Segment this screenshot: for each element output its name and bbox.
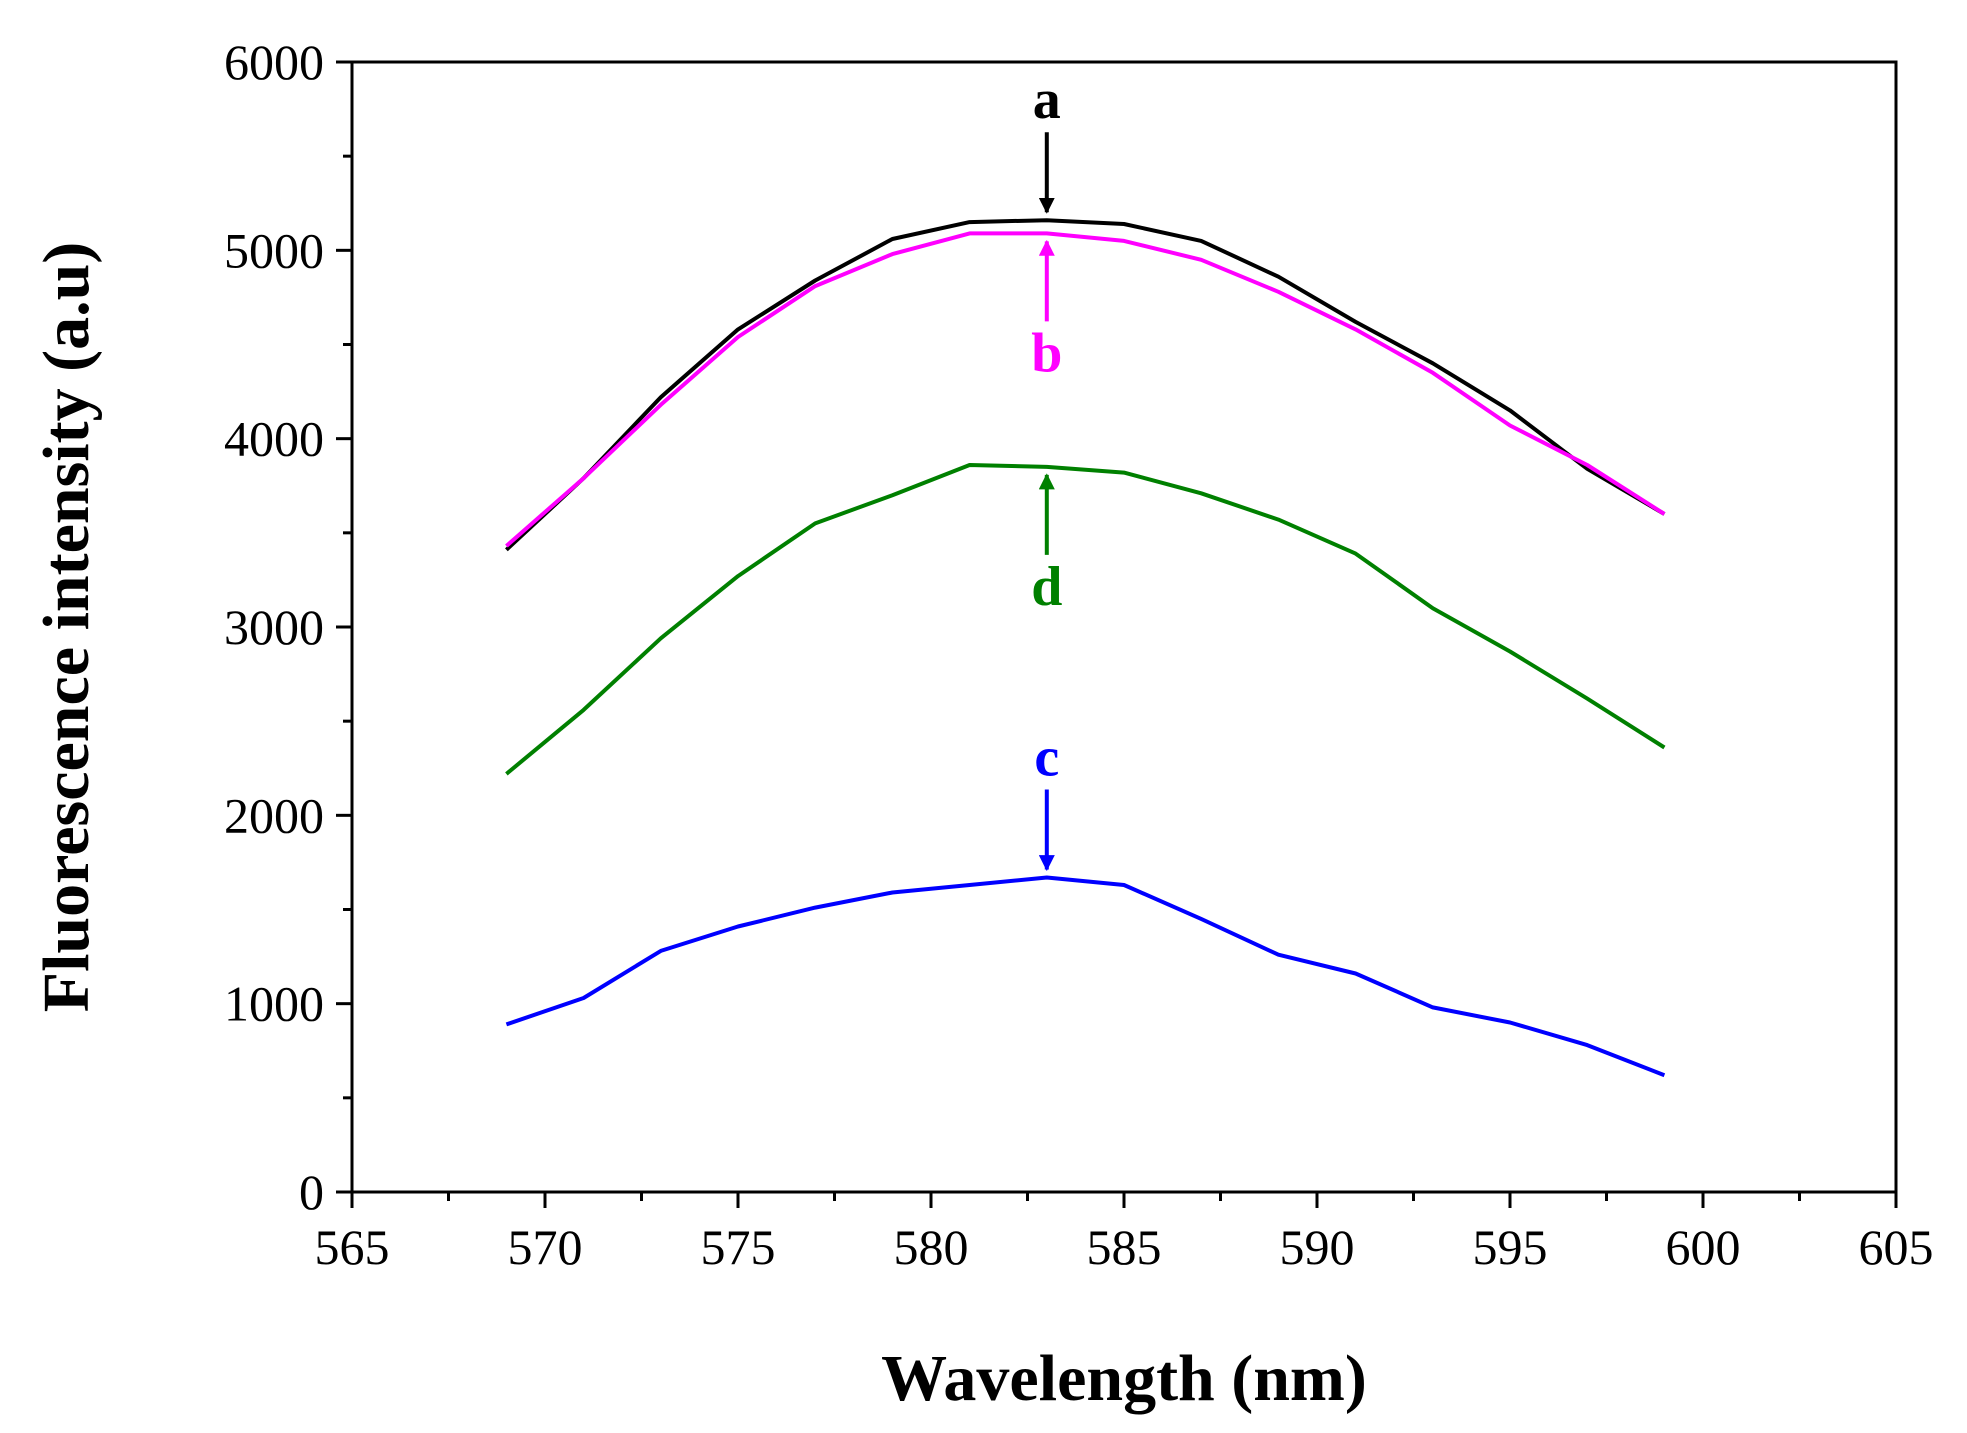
series-lines — [505, 218, 1666, 1078]
y-axis-ticks — [336, 60, 352, 1194]
series-line-d — [505, 463, 1666, 776]
x-axis-ticks — [350, 1192, 1898, 1208]
x-tick-label: 565 — [315, 1219, 390, 1275]
y-tick-label: 2000 — [224, 787, 324, 843]
annotation-label-a: a — [1033, 69, 1061, 131]
curve-annotations: a b c d — [1031, 69, 1062, 872]
x-axis-title: Wavelength (nm) — [881, 1342, 1367, 1415]
y-tick-label: 6000 — [224, 34, 324, 90]
y-axis-title: Fluorescence intensity (a.u) — [30, 242, 103, 1013]
y-tick-label: 1000 — [224, 976, 324, 1032]
x-tick-label: 585 — [1087, 1219, 1162, 1275]
x-tick-label: 600 — [1666, 1219, 1741, 1275]
x-tick-label: 580 — [894, 1219, 969, 1275]
y-tick-label: 3000 — [224, 599, 324, 655]
series-line-c — [505, 875, 1666, 1078]
annotation-label-c: c — [1034, 726, 1059, 788]
annotation-label-d: d — [1031, 556, 1062, 618]
y-tick-label: 5000 — [224, 222, 324, 278]
x-axis-tick-labels: 565 570 575 580 585 590 595 600 605 — [315, 1219, 1934, 1275]
y-axis-tick-labels: 0 1000 2000 3000 4000 5000 6000 — [224, 34, 324, 1220]
series-line-a — [505, 218, 1666, 552]
y-tick-label: 0 — [299, 1164, 324, 1220]
y-tick-label: 4000 — [224, 411, 324, 467]
plot-frame — [350, 60, 1898, 1194]
x-tick-label: 590 — [1280, 1219, 1355, 1275]
annotation-label-b: b — [1031, 322, 1062, 384]
x-tick-label: 570 — [508, 1219, 583, 1275]
x-tick-label: 595 — [1473, 1219, 1548, 1275]
series-line-b — [505, 231, 1666, 548]
x-tick-label: 605 — [1859, 1219, 1934, 1275]
x-tick-label: 575 — [701, 1219, 776, 1275]
